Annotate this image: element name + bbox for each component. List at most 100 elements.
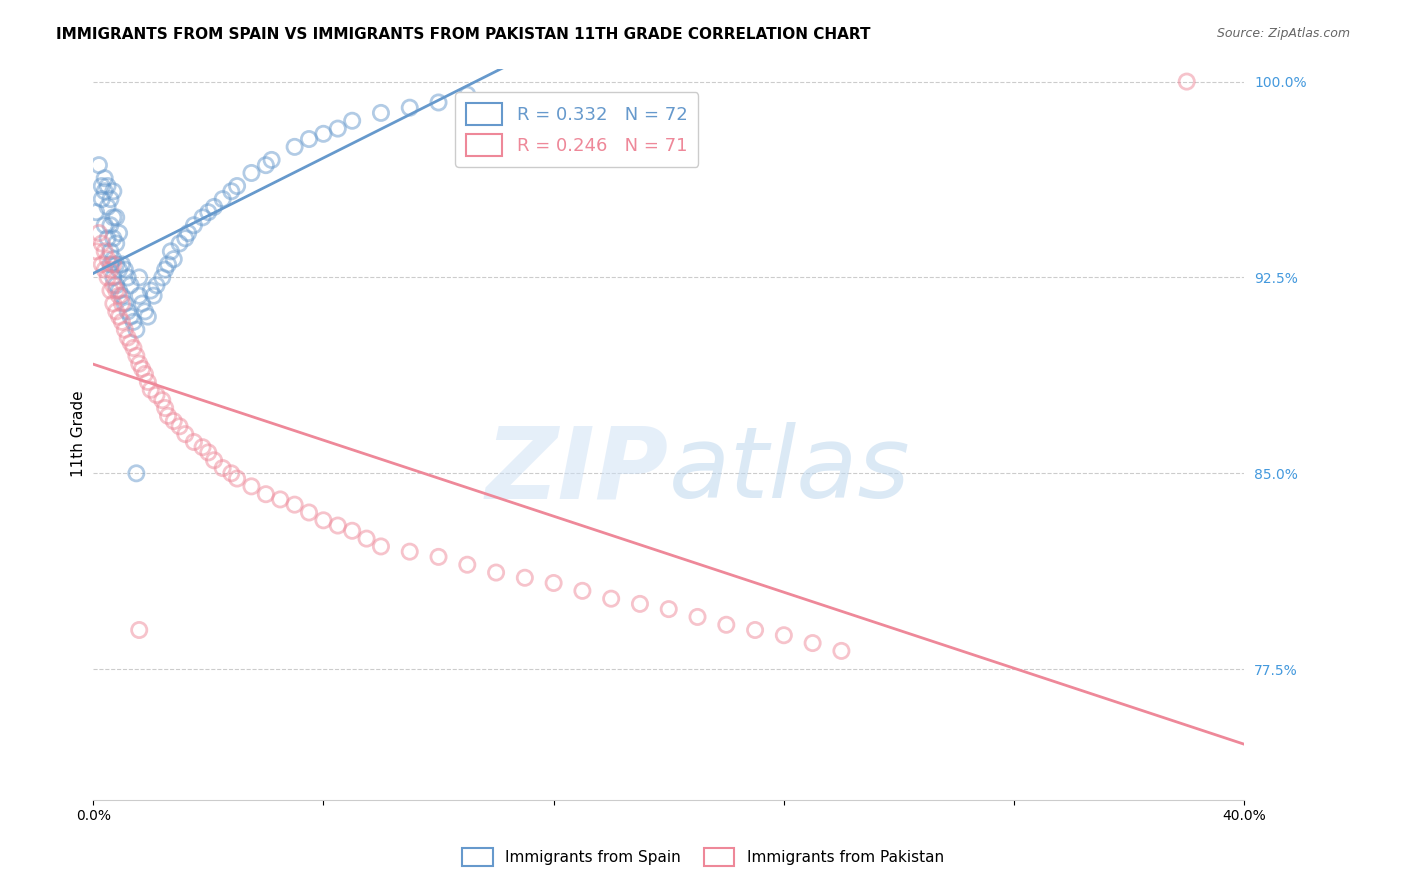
Point: [183, 434, 205, 449]
Point: [312, 513, 335, 527]
Point: [298, 132, 321, 146]
Point: [340, 113, 363, 128]
Point: [136, 310, 159, 324]
Legend: Immigrants from Spain, Immigrants from Pakistan: Immigrants from Spain, Immigrants from P…: [453, 838, 953, 875]
Point: [150, 393, 173, 408]
Point: [108, 284, 131, 298]
Point: [153, 401, 176, 415]
Point: [600, 591, 623, 606]
Point: [100, 192, 122, 206]
Point: [131, 296, 153, 310]
Point: [128, 289, 150, 303]
Point: [114, 323, 136, 337]
Point: [97, 179, 120, 194]
Point: [197, 445, 219, 459]
Point: [93, 244, 115, 259]
Point: [177, 226, 200, 240]
Point: [108, 226, 131, 240]
Point: [90, 179, 112, 194]
Point: [134, 304, 156, 318]
Point: [122, 341, 145, 355]
Point: [108, 262, 131, 277]
Point: [1175, 74, 1198, 88]
Point: [169, 419, 191, 434]
Point: [156, 409, 179, 423]
Point: [103, 296, 125, 310]
Point: [105, 278, 128, 293]
Point: [773, 628, 796, 642]
Point: [830, 644, 852, 658]
Point: [131, 362, 153, 376]
Point: [571, 583, 593, 598]
Point: [326, 518, 349, 533]
Point: [356, 532, 378, 546]
Point: [100, 244, 122, 259]
Point: [93, 171, 115, 186]
Point: [128, 623, 150, 637]
Point: [103, 257, 125, 271]
Point: [211, 461, 233, 475]
Point: [103, 211, 125, 225]
Point: [100, 284, 122, 298]
Point: [97, 231, 120, 245]
Point: [284, 140, 307, 154]
Point: [105, 211, 128, 225]
Point: [117, 304, 139, 318]
Point: [128, 357, 150, 371]
Point: [163, 252, 186, 267]
Point: [120, 335, 142, 350]
Point: [84, 244, 107, 259]
Point: [174, 231, 197, 245]
Text: atlas: atlas: [669, 422, 910, 519]
Point: [103, 184, 125, 198]
Point: [686, 610, 709, 624]
Point: [145, 388, 167, 402]
Point: [716, 617, 738, 632]
Point: [221, 184, 243, 198]
Point: [97, 270, 120, 285]
Point: [87, 226, 110, 240]
Point: [427, 95, 450, 110]
Point: [100, 262, 122, 277]
Point: [260, 153, 283, 167]
Point: [105, 236, 128, 251]
Point: [174, 427, 197, 442]
Text: Source: ZipAtlas.com: Source: ZipAtlas.com: [1216, 27, 1350, 40]
Point: [801, 636, 824, 650]
Point: [145, 278, 167, 293]
Point: [156, 257, 179, 271]
Point: [202, 200, 225, 214]
Point: [543, 576, 565, 591]
Point: [202, 453, 225, 467]
Point: [111, 257, 134, 271]
Point: [427, 549, 450, 564]
Point: [117, 270, 139, 285]
Point: [150, 270, 173, 285]
Point: [298, 506, 321, 520]
Point: [84, 205, 107, 219]
Point: [139, 284, 162, 298]
Point: [456, 87, 478, 102]
Text: IMMIGRANTS FROM SPAIN VS IMMIGRANTS FROM PAKISTAN 11TH GRADE CORRELATION CHART: IMMIGRANTS FROM SPAIN VS IMMIGRANTS FROM…: [56, 27, 870, 42]
Point: [93, 218, 115, 232]
Point: [183, 218, 205, 232]
Point: [105, 284, 128, 298]
Point: [240, 479, 263, 493]
Point: [120, 278, 142, 293]
Point: [284, 498, 307, 512]
Point: [134, 367, 156, 381]
Point: [105, 257, 128, 271]
Point: [456, 558, 478, 572]
Point: [153, 262, 176, 277]
Point: [111, 296, 134, 310]
Point: [125, 467, 148, 481]
Point: [160, 244, 183, 259]
Point: [97, 200, 120, 214]
Point: [90, 192, 112, 206]
Point: [254, 487, 277, 501]
Point: [163, 414, 186, 428]
Point: [169, 236, 191, 251]
Point: [658, 602, 681, 616]
Point: [744, 623, 766, 637]
Point: [326, 121, 349, 136]
